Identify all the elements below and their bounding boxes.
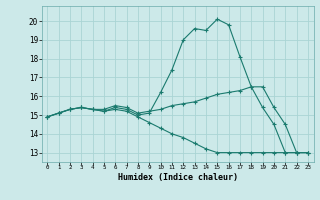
X-axis label: Humidex (Indice chaleur): Humidex (Indice chaleur) <box>118 173 237 182</box>
